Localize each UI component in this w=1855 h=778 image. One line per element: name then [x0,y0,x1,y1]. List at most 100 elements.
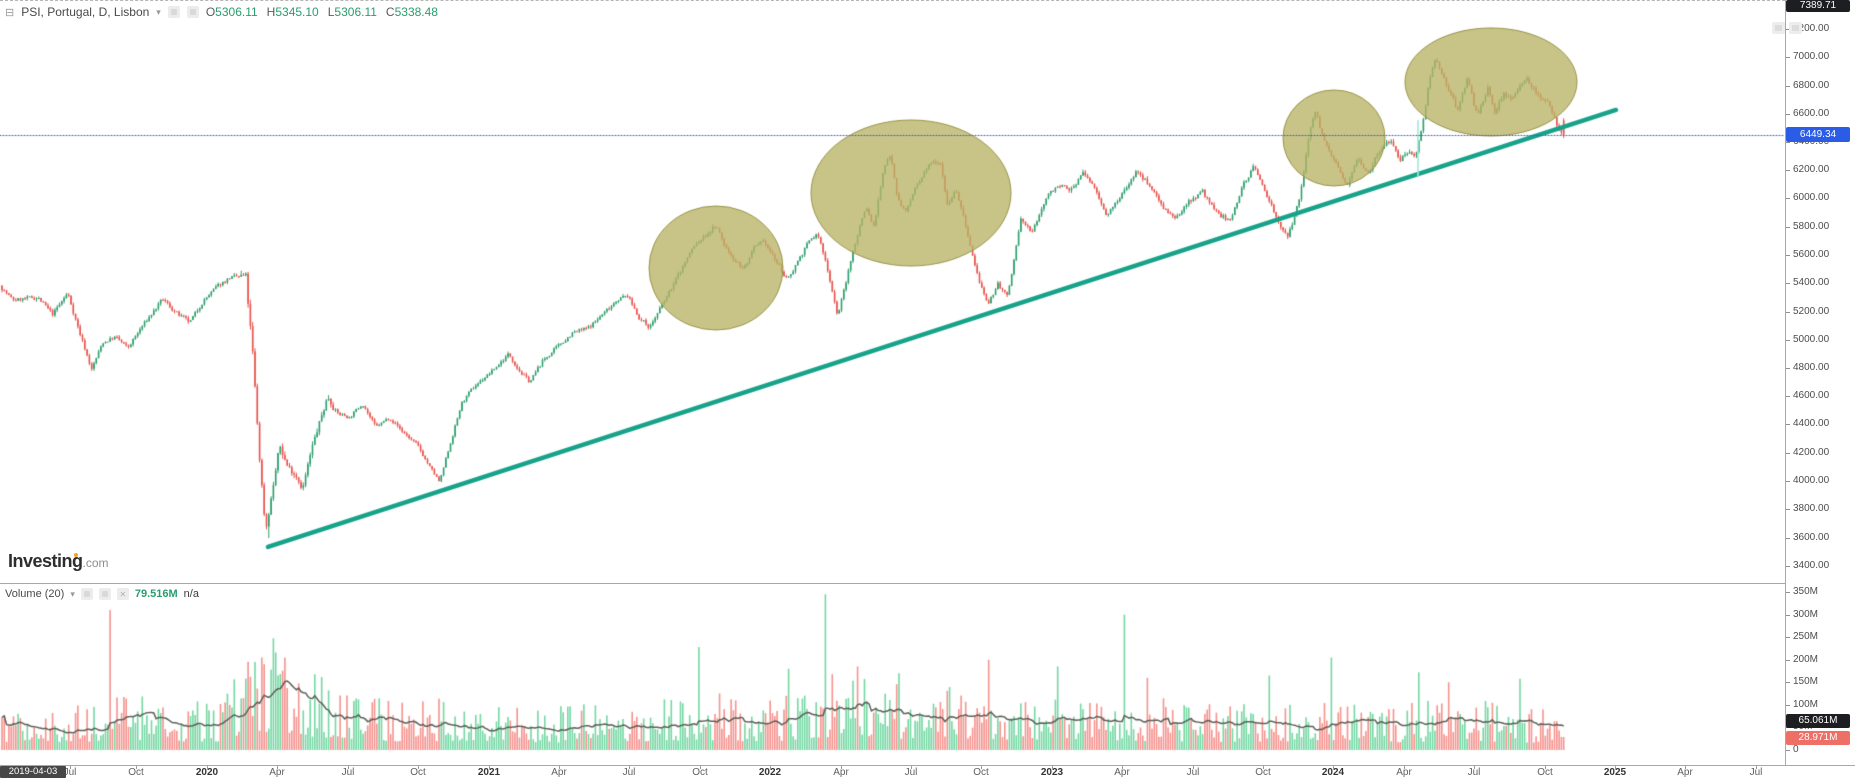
time-tick-label: Jul [1467,767,1481,778]
time-tick-label: Oct [1537,767,1553,778]
time-tick-mark [559,766,560,769]
eye-icon[interactable] [167,6,180,18]
time-tick-label: Jul [63,767,77,778]
price-chart-canvas[interactable] [0,0,1785,583]
chevron-down-icon[interactable]: ▾ [156,6,161,17]
time-tick-label: Apr [833,767,849,778]
time-tick-mark [981,766,982,769]
price-tick-mark [1786,283,1790,284]
volume-tick-mark [1786,682,1790,683]
price-axis[interactable]: 7389.71 6449.34 65.061M 28.971M 7200.00 7… [1786,0,1855,765]
time-tick-label: Jul [1749,767,1763,778]
settings-icon[interactable] [186,6,199,18]
time-tick-label: Oct [1255,767,1271,778]
price-tick: 6600.00 [1793,108,1830,119]
price-tick-mark [1786,509,1790,510]
price-tick: 4000.00 [1793,475,1830,486]
time-tick-mark [1756,766,1757,769]
price-tick-mark [1786,368,1790,369]
price-tick: 5800.00 [1793,221,1830,232]
symbol-title[interactable]: PSI, Portugal, D, Lisbon [21,5,150,19]
volume-tick-mark [1786,750,1790,751]
price-tick-mark [1786,142,1790,143]
high-label: H [266,5,276,19]
time-tick-mark [770,766,771,769]
close-value: 5338.48 [394,5,438,19]
time-tick-mark [1193,766,1194,769]
logo-orange-dot [74,553,78,557]
price-tick: 6200.00 [1793,164,1830,175]
price-tick-mark [1786,340,1790,341]
price-tick: 3800.00 [1793,503,1830,514]
price-axis-border [1785,0,1786,765]
price-tick-mark [1786,255,1790,256]
price-tick: 7000.00 [1793,51,1830,62]
eye-icon[interactable] [80,588,93,600]
volume-tick: 250M [1793,631,1819,642]
price-tick: 4200.00 [1793,447,1830,458]
time-tick-label: 2024 [1321,767,1345,778]
price-tick-mark [1786,86,1790,87]
price-tick: 5000.00 [1793,334,1830,345]
time-tick-mark [348,766,349,769]
time-tick-label: 2022 [758,767,782,778]
low-label: L [327,5,335,19]
volume-tick: 350M [1793,586,1819,597]
volume-tick-mark [1786,637,1790,638]
price-tick-mark [1786,424,1790,425]
pane-top-border [0,0,1785,1]
volume-ma-badge: 65.061M [1786,714,1850,728]
time-tick-mark [629,766,630,769]
price-tick: 3400.00 [1793,560,1830,571]
time-tick-mark [911,766,912,769]
time-tick-mark [1052,766,1053,769]
time-tick-label: Oct [692,767,708,778]
volume-tick: 200M [1793,654,1819,665]
time-tick-mark [1122,766,1123,769]
time-tick-label: Apr [551,767,567,778]
chart-legend: ⊟ PSI, Portugal, D, Lisbon ▾ O5306.11 H5… [5,5,438,19]
volume-chart-canvas[interactable] [0,583,1785,765]
time-tick-mark [1333,766,1334,769]
volume-legend: Volume (20) ▾ ✕ 79.516M n/a [5,588,199,600]
volume-ma-value: n/a [183,588,199,600]
open-value: 5306.11 [215,5,258,19]
settings-icon[interactable] [98,588,111,600]
time-tick-mark [700,766,701,769]
time-tick-label: Apr [1677,767,1693,778]
price-tick: 4400.00 [1793,418,1830,429]
price-tick-mark [1786,481,1790,482]
volume-tick-mark [1786,660,1790,661]
pane-buttons [1772,22,1802,34]
price-tick-mark [1786,57,1790,58]
time-tick-mark [1474,766,1475,769]
price-tick-mark [1786,29,1790,30]
time-tick-mark [1263,766,1264,769]
volume-value: 79.516M [134,588,178,600]
investing-logo[interactable]: Investing.com [8,551,109,572]
time-tick-mark [841,766,842,769]
time-tick-label: Jul [1186,767,1200,778]
volume-indicator-title[interactable]: Volume (20) [5,588,65,600]
delete-icon[interactable]: ✕ [116,588,129,600]
time-tick-mark [1615,766,1616,769]
volume-tick-mark [1786,705,1790,706]
volume-panel-separator[interactable] [0,583,1855,584]
pane-up-icon[interactable] [1772,22,1785,34]
pane-down-icon[interactable] [1789,22,1802,34]
volume-tick-mark [1786,615,1790,616]
time-tick-mark [207,766,208,769]
chevron-down-icon[interactable]: ▾ [70,588,75,599]
price-tick: 4800.00 [1793,362,1830,373]
collapse-legend-icon[interactable]: ⊟ [5,6,15,19]
price-tick-mark [1786,538,1790,539]
time-tick-mark [489,766,490,769]
time-tick-label: Jul [341,767,355,778]
time-axis[interactable]: 2019-04-03 Jul Oct 2020 Apr Jul Oct 2021 Apr Jul… [0,766,1855,778]
time-tick-mark [1545,766,1546,769]
time-tick-mark [70,766,71,769]
time-tick-label: Oct [410,767,426,778]
logo-text: Investing [8,551,83,571]
price-tick-mark [1786,114,1790,115]
